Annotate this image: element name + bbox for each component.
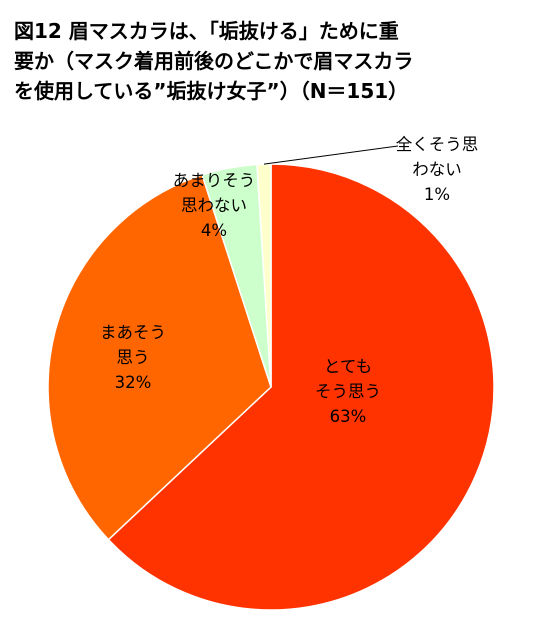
slice-category-label: わない [412, 160, 462, 179]
chart-title-line-1: 図12 眉マスカラは、「垢抜ける」ために重 [14, 19, 399, 43]
slice-category-label: 思う [117, 348, 150, 367]
slice-mattaku-souomowanai [256, 163, 272, 388]
chart-title: 図12 眉マスカラは、「垢抜ける」ために重 要か（マスク着用前後のどこかで眉マス… [14, 16, 534, 106]
slice-value-label: 32% [115, 373, 152, 392]
slice-totemo-souomou [107, 163, 495, 611]
chart-title-line-3: を使用している”垢抜け女子”）（N＝151） [14, 79, 409, 103]
leader-line [263, 145, 399, 165]
slice-category-label: あまりそう [173, 171, 256, 190]
slice-category-label: そう思う [315, 382, 381, 401]
slice-value-label: 1% [424, 185, 450, 204]
slice-category-label: とても [324, 357, 372, 376]
slice-value-label: 4% [201, 221, 227, 240]
pie-slices [47, 163, 495, 611]
slice-value-label: 63% [330, 407, 367, 426]
chart-title-line-2: 要か（マスク着用前後のどこかで眉マスカラ [14, 49, 414, 73]
slice-maa-souomou [47, 173, 272, 541]
slice-category-label: 思わない [181, 196, 247, 215]
slice-category-label: 全くそう思 [396, 135, 479, 154]
slice-category-label: まあそう [100, 323, 166, 342]
